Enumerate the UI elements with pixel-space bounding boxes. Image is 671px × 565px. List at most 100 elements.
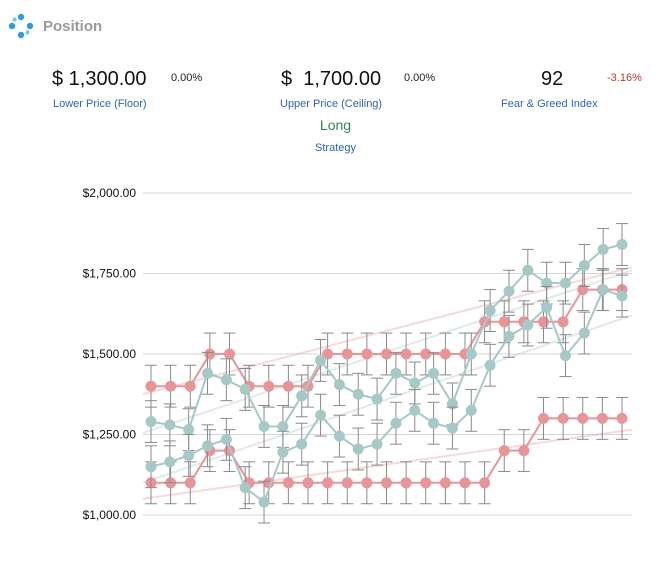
data-point bbox=[420, 348, 432, 360]
data-point bbox=[277, 446, 289, 458]
y-tick-label: $1,750.00 bbox=[83, 267, 137, 281]
data-point bbox=[596, 412, 608, 424]
data-point bbox=[302, 477, 314, 489]
data-point bbox=[381, 477, 392, 489]
data-point bbox=[296, 438, 308, 450]
data-point bbox=[428, 417, 440, 429]
lower-price-value: $ 1,300.00 bbox=[52, 68, 147, 90]
y-tick-label: $1,500.00 bbox=[83, 347, 137, 361]
data-point bbox=[400, 348, 412, 360]
data-point bbox=[184, 380, 196, 392]
panel-title: Position bbox=[43, 17, 103, 35]
data-point bbox=[333, 379, 345, 391]
data-point bbox=[522, 264, 534, 276]
data-point bbox=[420, 477, 432, 489]
data-point bbox=[465, 348, 477, 360]
data-point bbox=[315, 409, 327, 421]
data-point bbox=[484, 359, 496, 371]
data-point bbox=[538, 316, 549, 328]
data-point bbox=[498, 316, 510, 328]
data-point bbox=[439, 477, 451, 489]
upper-price-value: $ 1,700.00 bbox=[281, 68, 382, 90]
fear-greed-label: Fear & Greed Index bbox=[501, 98, 598, 110]
trend-line bbox=[142, 314, 633, 484]
data-point bbox=[352, 443, 364, 455]
data-point bbox=[204, 348, 216, 360]
data-point bbox=[202, 440, 214, 452]
data-point bbox=[296, 390, 308, 402]
data-point bbox=[371, 438, 383, 450]
data-point bbox=[439, 348, 451, 360]
y-tick-label: $2,000.00 bbox=[83, 186, 137, 200]
network-nodes-icon bbox=[8, 13, 34, 39]
data-point bbox=[390, 417, 402, 429]
data-point bbox=[446, 422, 458, 434]
data-point bbox=[498, 445, 510, 457]
data-point bbox=[183, 449, 195, 461]
data-point bbox=[239, 383, 251, 395]
data-point bbox=[258, 496, 270, 508]
data-point bbox=[333, 430, 345, 442]
data-point bbox=[557, 412, 569, 424]
data-point bbox=[145, 380, 157, 392]
data-point bbox=[282, 477, 294, 489]
data-point bbox=[390, 367, 402, 379]
lower-price-change: 0.00% bbox=[171, 72, 203, 84]
data-point bbox=[145, 461, 157, 473]
data-point bbox=[597, 284, 609, 296]
data-point bbox=[361, 477, 373, 489]
data-point bbox=[577, 284, 589, 296]
data-point bbox=[341, 477, 353, 489]
data-point bbox=[220, 374, 232, 386]
upper-price-change: 0.00% bbox=[404, 72, 436, 84]
data-point bbox=[459, 477, 471, 489]
data-point bbox=[409, 377, 421, 389]
panel-header: Position bbox=[8, 12, 102, 40]
data-point bbox=[597, 243, 609, 255]
data-point bbox=[322, 348, 334, 360]
data-point bbox=[322, 477, 334, 489]
data-point bbox=[538, 412, 549, 424]
data-point bbox=[183, 424, 195, 436]
data-point bbox=[409, 404, 421, 416]
y-tick-label: $1,000.00 bbox=[83, 508, 137, 522]
data-point bbox=[428, 367, 440, 379]
data-point bbox=[202, 367, 214, 379]
data-point bbox=[263, 380, 275, 392]
data-point bbox=[559, 277, 571, 289]
data-point bbox=[577, 412, 589, 424]
data-point bbox=[465, 404, 477, 416]
data-point bbox=[145, 416, 157, 428]
trend-line bbox=[142, 428, 633, 500]
data-point bbox=[479, 477, 491, 489]
data-point bbox=[381, 348, 392, 360]
trend-line bbox=[142, 266, 633, 396]
data-point bbox=[165, 380, 177, 392]
lower-price-label: Lower Price (Floor) bbox=[53, 98, 147, 110]
data-point bbox=[239, 482, 251, 494]
data-point bbox=[559, 350, 571, 362]
data-point bbox=[518, 445, 530, 457]
strategy-label: Strategy bbox=[315, 142, 356, 154]
fear-greed-value: 92 bbox=[541, 68, 564, 90]
data-point bbox=[400, 477, 412, 489]
data-point bbox=[503, 285, 515, 297]
data-point bbox=[616, 239, 628, 251]
data-point bbox=[315, 354, 327, 366]
strategy-value: Long bbox=[319, 117, 352, 133]
data-point bbox=[361, 348, 373, 360]
data-point bbox=[164, 456, 176, 468]
data-point bbox=[541, 301, 553, 313]
upper-price-label: Upper Price (Ceiling) bbox=[280, 98, 383, 110]
data-point bbox=[484, 305, 496, 317]
data-point bbox=[224, 348, 235, 360]
price-chart: $2,000.00 $1,750.00 $1,500.00 $1,250.00 $1,0… bbox=[83, 186, 633, 524]
data-point bbox=[220, 433, 232, 445]
data-point bbox=[164, 419, 176, 431]
data-point bbox=[352, 388, 364, 400]
data-point bbox=[616, 412, 628, 424]
data-point bbox=[578, 259, 590, 271]
data-point bbox=[341, 348, 353, 360]
data-point bbox=[371, 393, 383, 405]
fear-greed-change: -3.16% bbox=[607, 72, 642, 84]
